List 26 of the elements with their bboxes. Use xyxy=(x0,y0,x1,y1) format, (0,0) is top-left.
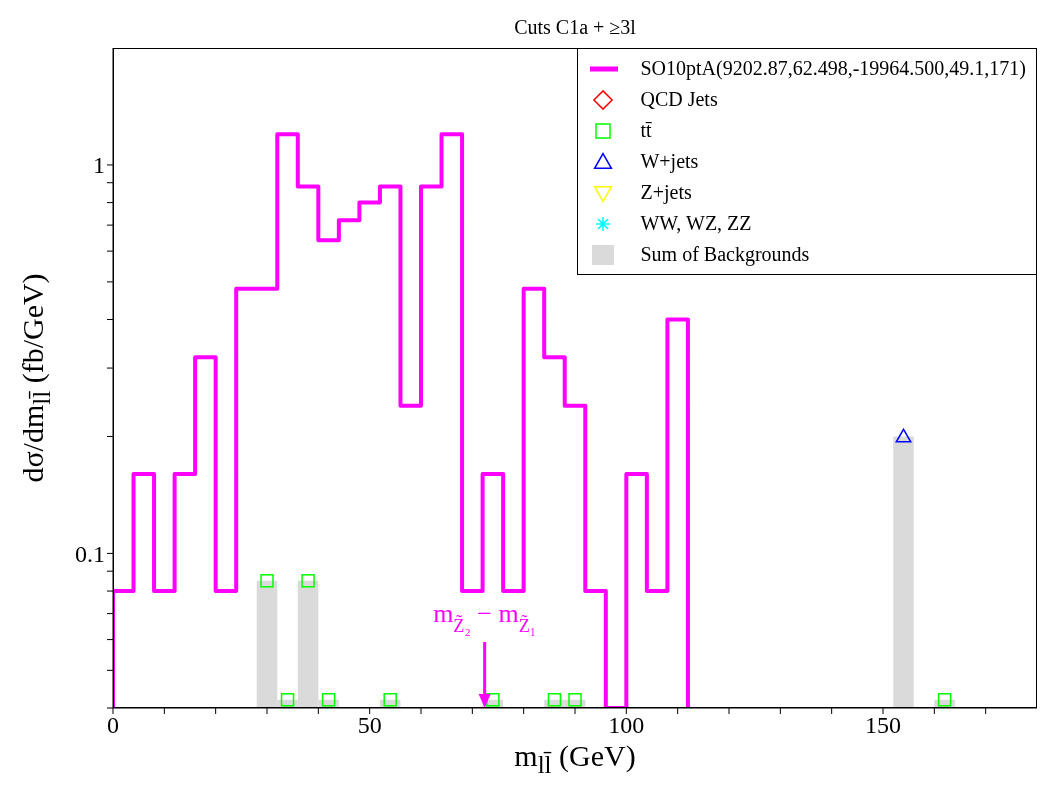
legend-label: SO10ptA(9202.87,62.498,-19964.500,49.1,171) xyxy=(640,57,1026,80)
point xyxy=(895,428,912,443)
x-axis-title: m$_{ll̄}$ (GeV) xyxy=(513,739,637,779)
point xyxy=(260,574,274,588)
x-tick-label: 50 xyxy=(357,712,382,739)
point xyxy=(280,693,295,707)
point xyxy=(301,574,315,588)
y-tick-label: 0.1 xyxy=(75,540,105,567)
y-tick-label: 1 xyxy=(93,152,105,179)
legend-label: W+jets xyxy=(640,150,699,173)
point xyxy=(937,693,952,707)
point xyxy=(383,693,397,707)
annotation: m$_{Z̃₂}$ − m$_{Z̃₁}$ xyxy=(433,599,537,636)
chart-title: Cuts C1a + ≥3l xyxy=(513,16,637,39)
legend-label: tt̄ xyxy=(640,119,652,142)
point xyxy=(486,693,500,707)
x-tick-label: 0 xyxy=(107,712,119,739)
legend-label: Sum of Backgrounds xyxy=(640,243,810,266)
legend-label: Z+jets xyxy=(640,181,692,204)
legend-label: QCD Jets xyxy=(640,88,718,111)
legend-label: WW, WZ, ZZ xyxy=(640,212,752,235)
x-tick-label: 100 xyxy=(608,712,645,739)
x-tick-label: 150 xyxy=(865,712,901,739)
point xyxy=(321,693,336,707)
point xyxy=(568,693,582,707)
point xyxy=(547,693,562,707)
